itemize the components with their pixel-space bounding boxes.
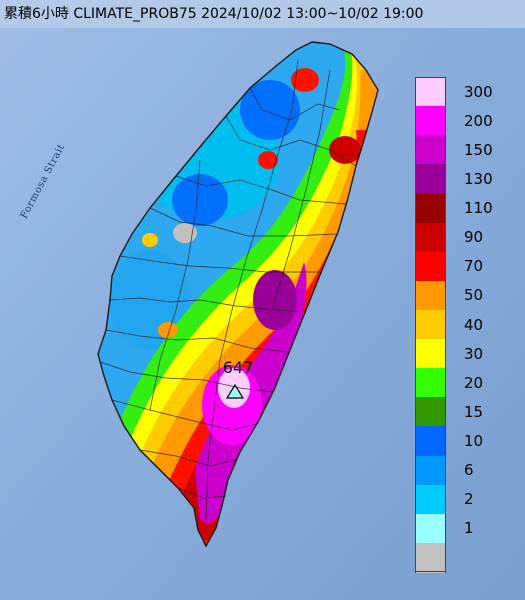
boundary-central-c	[109, 297, 301, 313]
no-rain-patch	[173, 223, 197, 243]
legend-swatch	[415, 164, 446, 195]
legend-swatch	[415, 368, 446, 399]
legend-tick-label: 200	[464, 111, 493, 130]
boundary-spine	[205, 59, 299, 521]
legend-swatch	[415, 309, 446, 340]
boundary-north-c	[175, 175, 347, 205]
boundary-central-a	[149, 207, 337, 237]
legend-tick-label: 300	[464, 82, 493, 101]
legend-tick-label: 50	[464, 286, 484, 305]
legend-tick-label: 130	[464, 169, 493, 188]
map-title: 累積6小時 CLIMATE_PROB75 2024/10/02 13:00~10…	[4, 6, 424, 22]
legend-tick-label: 30	[464, 344, 484, 363]
legend-tick-label: 10	[464, 431, 484, 450]
legend-tick-label: 110	[464, 199, 493, 218]
legend-swatch	[415, 106, 446, 137]
legend-swatch	[415, 339, 446, 370]
boundary-west-a	[149, 159, 201, 411]
legend-swatch	[415, 542, 446, 573]
legend-tick-label: 15	[464, 402, 484, 421]
legend-swatch	[415, 251, 446, 282]
admin-boundaries	[99, 59, 357, 521]
coastline	[97, 41, 379, 548]
rain-spot-north-a	[258, 151, 278, 169]
legend-swatch	[415, 426, 446, 457]
legend-tick-label: 6	[464, 461, 474, 480]
color-legend: 300 200 150 130 110 90 70 50 40 30 20 15 10 6 2 1	[412, 76, 520, 574]
legend-swatch	[415, 135, 446, 166]
legend-swatch	[415, 484, 446, 515]
boundary-east-a	[271, 69, 331, 311]
boundary-south-d	[177, 487, 227, 499]
legend-swatch	[415, 397, 446, 428]
title-backdrop	[0, 0, 525, 28]
rain-spot-west	[158, 322, 178, 338]
boundary-south-b	[111, 399, 257, 431]
triangle-marker-icon	[225, 383, 245, 399]
rain-zone-10mm-b	[240, 80, 300, 140]
boundary-central-b	[119, 255, 320, 273]
boundary-north-b	[225, 115, 357, 167]
legend-swatch	[415, 455, 446, 486]
legend-tick-label: 1	[464, 519, 474, 538]
legend-swatch	[415, 513, 446, 544]
legend-swatch	[415, 280, 446, 311]
legend-tick-label: 90	[464, 228, 484, 247]
rain-spot-northeast	[329, 136, 361, 164]
legend-swatch	[415, 222, 446, 253]
legend-swatch	[415, 77, 446, 107]
boundary-north-a	[249, 87, 341, 121]
legend-tick-label: 70	[464, 257, 484, 276]
max-value-label: 647	[222, 358, 254, 377]
boundary-south-a	[99, 361, 273, 393]
legend-tick-label: 40	[464, 315, 484, 334]
legend-tick-label: 2	[464, 490, 474, 509]
legend-tick-label: 20	[464, 373, 484, 392]
boundary-central-d	[105, 329, 289, 353]
boundary-south-c	[139, 449, 237, 467]
rain-spot-west-b	[142, 233, 158, 247]
legend-tick-label: 150	[464, 140, 493, 159]
rain-spot-north-b	[291, 68, 319, 92]
legend-swatch	[415, 193, 446, 224]
rain-zone-10mm-a	[172, 174, 228, 226]
